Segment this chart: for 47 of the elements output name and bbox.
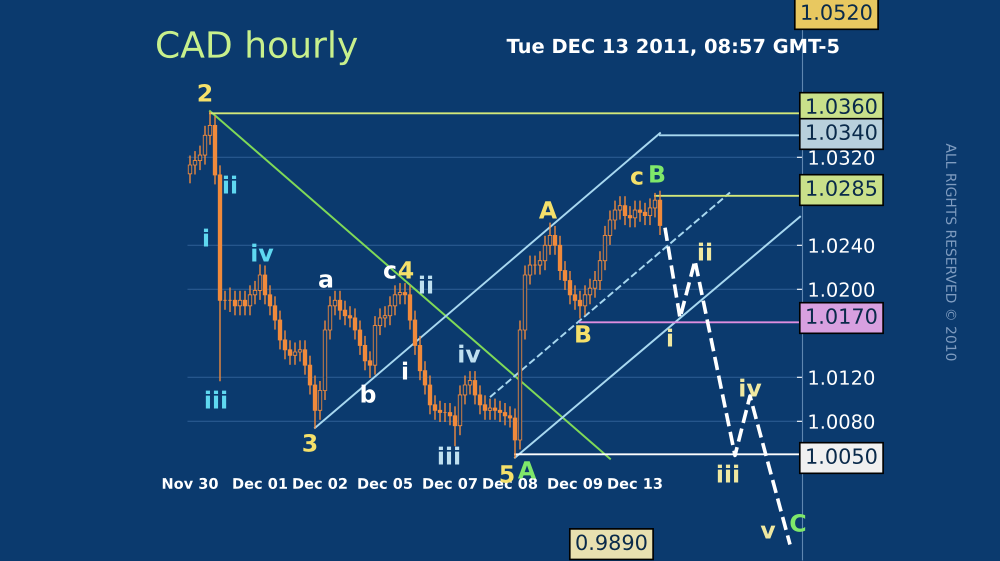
annotation: c xyxy=(384,265,396,279)
x-tick-label: Dec 07 xyxy=(423,478,477,489)
text: 1.0050 xyxy=(807,448,877,464)
x-tick-label: Nov 30 xyxy=(162,478,218,489)
y-tick-label: 1.0240 xyxy=(809,238,874,253)
annotation: iii xyxy=(718,464,738,483)
x-tick-label: Dec 05 xyxy=(358,478,412,489)
annotation: 1.0520 xyxy=(802,4,872,20)
annotation: iv xyxy=(459,344,480,363)
annotation: 4 xyxy=(398,261,414,279)
annotation: a xyxy=(319,274,332,288)
annotation: iii xyxy=(438,446,460,465)
annotation: A xyxy=(518,461,536,479)
annotation: 2 xyxy=(198,84,212,102)
text: 1.0170 xyxy=(807,308,877,324)
x-tick-label: Dec 09 xyxy=(548,478,602,489)
annotation: c xyxy=(631,171,642,185)
text: 1.0285 xyxy=(807,180,876,196)
annotation: C xyxy=(790,514,806,532)
text: 1.0340 xyxy=(807,124,877,140)
y-tick-label: 1.0120 xyxy=(809,370,874,385)
annotation: ii xyxy=(698,242,712,261)
text: CAD hourly xyxy=(157,30,358,66)
x-tick-label: Dec 02 xyxy=(293,478,347,489)
y-tick-label: 1.0320 xyxy=(809,150,874,165)
annotation: i xyxy=(668,328,672,347)
annotation: 3 xyxy=(303,434,316,452)
annotation: iv xyxy=(740,378,762,397)
annotation: ii xyxy=(420,276,432,294)
y-tick-label: 1.0200 xyxy=(809,282,874,297)
y-tick-label: 1.0080 xyxy=(809,414,874,429)
annotation: 0.9890 xyxy=(576,534,647,550)
annotation: iii xyxy=(206,390,226,409)
annotation: v xyxy=(760,526,776,539)
annotation: ii xyxy=(224,176,236,194)
annotation: B xyxy=(650,165,664,183)
text: ALL RIGHTS RESERVED © 2010 xyxy=(946,144,956,361)
annotation: iv xyxy=(252,244,274,262)
x-tick-label: Dec 13 xyxy=(608,478,662,489)
annotation: B xyxy=(576,325,590,343)
text: 1.0360 xyxy=(807,98,877,114)
annotation: b xyxy=(362,384,376,403)
text: Tue DEC 13 2011, 08:57 GMT-5 xyxy=(506,38,839,56)
x-tick-label: Dec 01 xyxy=(233,478,287,489)
annotation: i xyxy=(402,362,408,380)
annotation: A xyxy=(538,201,558,219)
annotation: i xyxy=(204,228,208,247)
